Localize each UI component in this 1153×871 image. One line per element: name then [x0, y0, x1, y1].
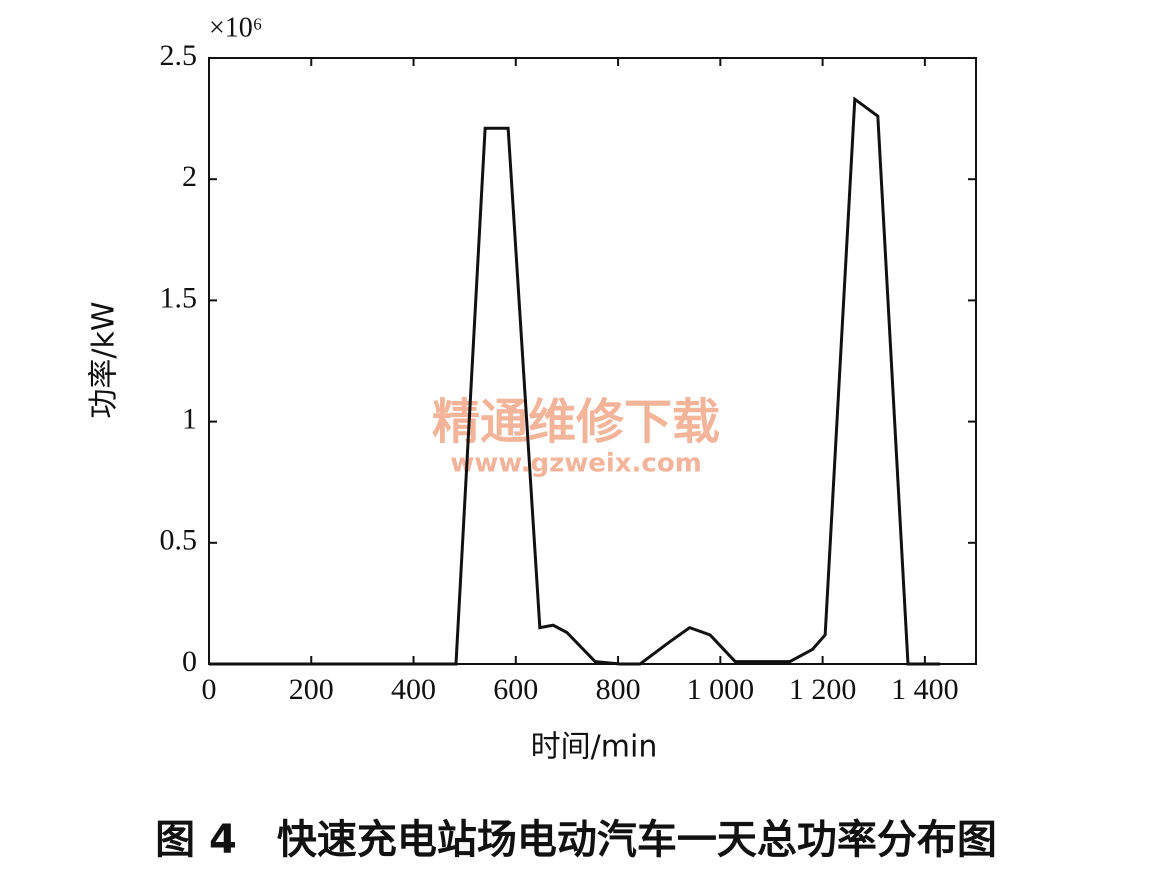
- watermark-url: www.gzweix.com: [450, 449, 702, 479]
- x-tick-label: 200: [289, 673, 334, 706]
- x-tick-label: 1 000: [687, 673, 755, 706]
- y-multiplier: ×10⁶: [209, 12, 263, 43]
- plot-frame: [208, 57, 977, 665]
- y-tick-label: 0: [182, 645, 197, 678]
- y-tick-label: 2: [182, 160, 197, 193]
- caption: 图 4 快速充电站场电动汽车一天总功率分布图: [155, 817, 997, 863]
- x-tick-label: 1 200: [789, 673, 857, 706]
- y-tick-label: 1.5: [160, 281, 198, 314]
- x-axis-label: 时间/min: [531, 730, 658, 765]
- x-tick-label: 0: [202, 673, 217, 706]
- x-tick-label: 1 400: [891, 673, 959, 706]
- watermark: 精通维修下载: [432, 394, 720, 450]
- x-tick-label: 600: [493, 673, 538, 706]
- y-tick-label: 1: [182, 402, 197, 435]
- line: [209, 96, 941, 666]
- x-tick-label: 800: [596, 673, 641, 706]
- x-tick-label: 400: [391, 673, 436, 706]
- y-axis-label: 功率/kW: [87, 301, 122, 418]
- y-tick-label: 0.5: [160, 524, 198, 557]
- y-tick-label: 2.5: [160, 39, 198, 72]
